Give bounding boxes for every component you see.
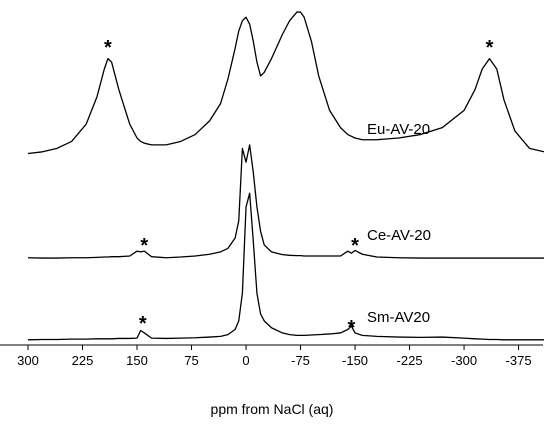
spectrum-line (27, 144, 544, 259)
x-tick-label: -75 (291, 353, 310, 368)
x-tick-label: 225 (72, 353, 94, 368)
spectrum-line (27, 192, 544, 341)
peak-marker: * (486, 37, 494, 59)
x-tick-label: 0 (242, 353, 249, 368)
x-tick-label: -375 (506, 353, 532, 368)
x-tick-label: -225 (397, 353, 423, 368)
x-tick-label: 75 (184, 353, 198, 368)
peak-marker: * (104, 37, 112, 59)
x-tick-label: -150 (342, 353, 368, 368)
x-tick-label: -300 (451, 353, 477, 368)
series-label: Eu-AV-20 (367, 121, 430, 138)
peak-marker: * (140, 235, 148, 257)
x-tick-label: 300 (17, 353, 39, 368)
spectrum-line (27, 11, 544, 155)
series-label: Sm-AV20 (367, 309, 430, 326)
x-tick-label: 150 (126, 353, 148, 368)
series-label: Ce-AV-20 (367, 227, 431, 244)
peak-marker: * (348, 317, 356, 339)
x-axis-label: ppm from NaCl (aq) (211, 401, 334, 417)
peak-marker: * (139, 313, 147, 335)
peak-marker: * (351, 235, 359, 257)
